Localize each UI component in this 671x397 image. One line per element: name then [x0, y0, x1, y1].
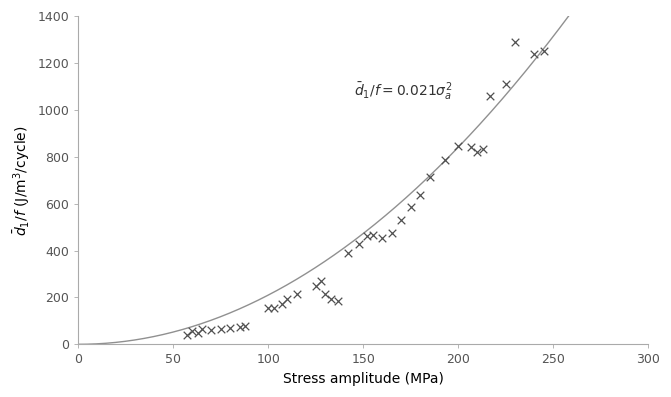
Point	[343, 250, 354, 256]
Point	[240, 322, 251, 329]
Point	[320, 291, 331, 297]
Point	[311, 283, 321, 289]
Point	[500, 81, 511, 87]
Point	[197, 326, 207, 332]
Point	[396, 217, 407, 223]
Y-axis label: $\bar{d}_1/f$ (J/m$^3$/cycle): $\bar{d}_1/f$ (J/m$^3$/cycle)	[11, 125, 32, 235]
Point	[291, 291, 302, 297]
Text: $\bar{d}_1/f = 0.021\sigma_a^2$: $\bar{d}_1/f = 0.021\sigma_a^2$	[354, 80, 452, 102]
Point	[472, 149, 482, 155]
Point	[377, 235, 388, 241]
Point	[263, 305, 274, 311]
Point	[234, 324, 245, 330]
Point	[325, 295, 336, 302]
Point	[510, 39, 521, 45]
Point	[354, 240, 365, 247]
Point	[466, 144, 477, 150]
Point	[538, 48, 549, 54]
Point	[206, 327, 217, 333]
Point	[367, 232, 378, 239]
Point	[405, 204, 416, 210]
Point	[316, 278, 327, 284]
Point	[215, 326, 226, 332]
Point	[268, 305, 279, 311]
Point	[333, 298, 344, 304]
Point	[529, 50, 539, 57]
Point	[193, 330, 203, 336]
Point	[485, 93, 496, 99]
Point	[440, 157, 450, 164]
Point	[282, 295, 293, 302]
Point	[187, 328, 198, 335]
Point	[181, 332, 192, 338]
Point	[453, 143, 464, 149]
Point	[362, 233, 372, 240]
Point	[477, 145, 488, 152]
Point	[225, 325, 236, 331]
Point	[415, 192, 425, 198]
Point	[386, 230, 397, 236]
Point	[276, 301, 287, 308]
Point	[424, 173, 435, 180]
X-axis label: Stress amplitude (MPa): Stress amplitude (MPa)	[282, 372, 444, 386]
